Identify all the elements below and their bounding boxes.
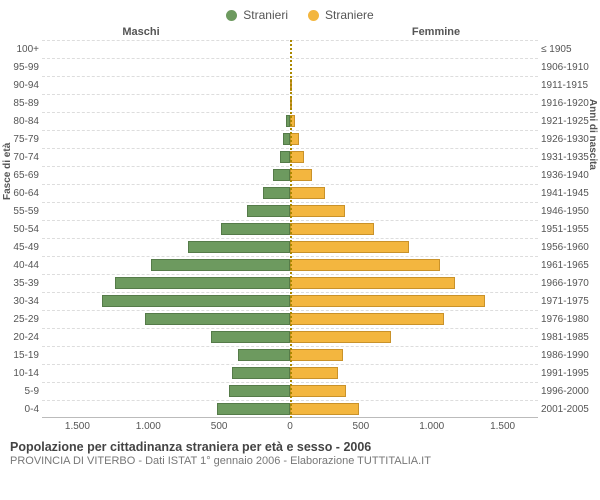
age-label: 65-69 <box>0 166 42 184</box>
x-axis: 1.5001.00050005001.0001.500 <box>0 421 600 432</box>
x-tick: 500 <box>184 421 255 432</box>
x-tick: 0 <box>255 421 326 432</box>
x-tick: 500 <box>325 421 396 432</box>
age-label: 60-64 <box>0 184 42 202</box>
birth-label: 1976-1980 <box>538 310 600 328</box>
bar-female <box>290 313 444 326</box>
birth-label: 1911-1915 <box>538 76 600 94</box>
bar-male <box>283 133 290 146</box>
bar-female <box>290 169 312 182</box>
birth-label: 1941-1945 <box>538 184 600 202</box>
birth-labels: ≤ 19051906-19101911-19151916-19201921-19… <box>538 40 600 418</box>
age-label: 35-39 <box>0 274 42 292</box>
birth-label: 1991-1995 <box>538 364 600 382</box>
bar-female <box>290 295 485 308</box>
age-label: 30-34 <box>0 292 42 310</box>
birth-label: 1951-1955 <box>538 220 600 238</box>
bar-male <box>211 331 290 344</box>
age-label: 80-84 <box>0 112 42 130</box>
birth-label: 1946-1950 <box>538 202 600 220</box>
bar-female <box>290 385 346 398</box>
chart-area: 100+95-9990-9485-8980-8475-7970-7465-696… <box>0 40 600 418</box>
age-label: 75-79 <box>0 130 42 148</box>
bar-male <box>238 349 290 362</box>
birth-label: 1996-2000 <box>538 382 600 400</box>
legend-label-male: Stranieri <box>243 8 288 22</box>
legend-item-male: Stranieri <box>226 8 288 22</box>
age-label: 10-14 <box>0 364 42 382</box>
bar-female <box>290 331 391 344</box>
x-tick: 1.500 <box>467 421 538 432</box>
bar-male <box>217 403 290 416</box>
birth-label: 1916-1920 <box>538 94 600 112</box>
chart-subtitle: PROVINCIA DI VITERBO - Dati ISTAT 1° gen… <box>10 455 590 467</box>
bar-male <box>151 259 290 272</box>
birth-label: 1961-1965 <box>538 256 600 274</box>
age-label: 55-59 <box>0 202 42 220</box>
header-male: Maschi <box>0 26 242 38</box>
birth-label: 1971-1975 <box>538 292 600 310</box>
birth-label: 1966-1970 <box>538 274 600 292</box>
bar-male <box>102 295 290 308</box>
bar-female <box>290 259 440 272</box>
legend-item-female: Straniere <box>308 8 374 22</box>
birth-label: 1931-1935 <box>538 148 600 166</box>
x-tick: 1.000 <box>113 421 184 432</box>
bar-male <box>280 151 290 164</box>
header-female: Femmine <box>242 26 600 38</box>
birth-label: 1906-1910 <box>538 58 600 76</box>
pyramid-bars <box>42 40 538 418</box>
birth-label: 1981-1985 <box>538 328 600 346</box>
bar-male <box>115 277 290 290</box>
birth-label: 1921-1925 <box>538 112 600 130</box>
legend-label-female: Straniere <box>325 8 374 22</box>
bar-female <box>290 205 345 218</box>
bar-female <box>290 151 304 164</box>
bar-male <box>263 187 290 200</box>
age-label: 95-99 <box>0 58 42 76</box>
age-label: 100+ <box>0 40 42 58</box>
bar-male <box>145 313 290 326</box>
age-label: 0-4 <box>0 400 42 418</box>
bar-female <box>290 277 455 290</box>
legend-swatch-male <box>226 10 237 21</box>
birth-label: 2001-2005 <box>538 400 600 418</box>
bar-female <box>290 241 409 254</box>
bar-male <box>229 385 290 398</box>
age-label: 45-49 <box>0 238 42 256</box>
bar-female <box>290 187 325 200</box>
column-headers: Maschi Femmine <box>0 22 600 40</box>
birth-label: 1986-1990 <box>538 346 600 364</box>
bar-female <box>290 349 343 362</box>
x-tick: 1.000 <box>396 421 467 432</box>
age-label: 90-94 <box>0 76 42 94</box>
birth-label: 1956-1960 <box>538 238 600 256</box>
age-label: 85-89 <box>0 94 42 112</box>
age-label: 20-24 <box>0 328 42 346</box>
footer: Popolazione per cittadinanza straniera p… <box>0 432 600 467</box>
birth-label: 1926-1930 <box>538 130 600 148</box>
age-label: 40-44 <box>0 256 42 274</box>
legend-swatch-female <box>308 10 319 21</box>
age-label: 25-29 <box>0 310 42 328</box>
age-label: 50-54 <box>0 220 42 238</box>
age-labels: 100+95-9990-9485-8980-8475-7970-7465-696… <box>0 40 42 418</box>
bar-male <box>221 223 290 236</box>
birth-label: ≤ 1905 <box>538 40 600 58</box>
bar-female <box>290 403 359 416</box>
bar-male <box>232 367 290 380</box>
bar-female <box>290 367 338 380</box>
age-label: 15-19 <box>0 346 42 364</box>
age-label: 70-74 <box>0 148 42 166</box>
center-line <box>290 40 292 418</box>
x-tick: 1.500 <box>42 421 113 432</box>
bar-male <box>273 169 290 182</box>
bar-female <box>290 223 374 236</box>
legend: Stranieri Straniere <box>0 0 600 22</box>
birth-label: 1936-1940 <box>538 166 600 184</box>
bar-male <box>247 205 290 218</box>
age-label: 5-9 <box>0 382 42 400</box>
bar-male <box>188 241 291 254</box>
chart-title: Popolazione per cittadinanza straniera p… <box>10 440 590 454</box>
